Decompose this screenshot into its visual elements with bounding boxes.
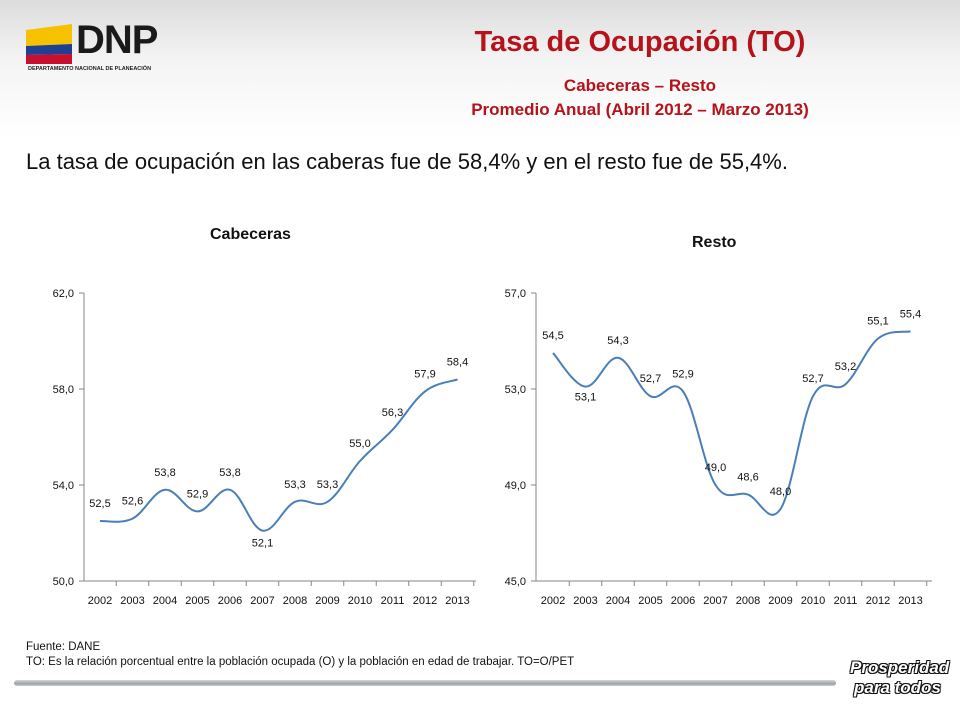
data-label: 53,2 <box>835 361 856 373</box>
x-tick-label: 2004 <box>153 595 177 607</box>
x-tick-label: 2008 <box>736 595 760 607</box>
x-tick-label: 2007 <box>250 595 274 607</box>
data-label: 55,4 <box>900 308 921 320</box>
series-line <box>99 378 458 532</box>
data-label: 48,0 <box>770 486 791 498</box>
page-title: Tasa de Ocupación (TO) <box>474 26 806 58</box>
data-label: 52,1 <box>252 538 273 550</box>
x-tick-label: 2005 <box>185 595 209 607</box>
y-tick-label: 45,0 <box>505 576 526 588</box>
x-tick-label: 2011 <box>381 595 405 607</box>
data-label: 48,6 <box>737 472 758 484</box>
x-tick-label: 2009 <box>315 595 339 607</box>
page-subtitle-2: Promedio Anual (Abril 2012 – Marzo 2013) <box>471 100 809 119</box>
y-tick-label: 49,0 <box>505 480 526 492</box>
x-tick-label: 2009 <box>768 595 792 607</box>
data-label: 57,9 <box>414 368 435 380</box>
x-tick-label: 2010 <box>348 595 372 607</box>
bottom-divider <box>14 680 836 686</box>
x-tick-label: 2010 <box>801 595 825 607</box>
prosperidad-logo: Prosperidad para todos <box>846 654 949 706</box>
data-label: 52,6 <box>122 496 143 508</box>
chart-title-resto: Resto <box>692 234 737 251</box>
data-label: 52,9 <box>187 488 208 500</box>
x-tick-label: 2003 <box>573 595 597 607</box>
data-label: 55,1 <box>867 316 888 328</box>
data-label: 52,5 <box>89 498 110 510</box>
definition-note: TO: Es la relación porcentual entre la p… <box>26 656 575 668</box>
data-label: 52,7 <box>640 373 661 385</box>
data-label: 52,9 <box>672 368 693 380</box>
data-label: 53,3 <box>317 479 338 491</box>
data-label: 53,8 <box>154 467 175 479</box>
data-label: 56,3 <box>382 407 403 419</box>
chart-title-cabeceras: Cabeceras <box>210 226 291 243</box>
data-label: 53,1 <box>575 392 596 404</box>
x-tick-label: 2012 <box>413 595 437 607</box>
x-tick-label: 2013 <box>445 595 469 607</box>
data-label: 52,7 <box>802 373 823 385</box>
brand-line-1: Prosperidad <box>850 658 950 677</box>
x-tick-label: 2004 <box>606 595 630 607</box>
page-subtitle-1: Cabeceras – Resto <box>563 76 717 95</box>
y-tick-label: 57,0 <box>505 288 526 300</box>
brand-line-2: para todos <box>854 678 941 697</box>
x-tick-label: 2005 <box>638 595 662 607</box>
x-tick-label: 2006 <box>218 595 242 607</box>
logo-subtext: DEPARTAMENTO NACIONAL DE PLANEACIÓN <box>28 66 152 72</box>
y-tick-label: 54,0 <box>53 480 74 492</box>
logo-text: DNP <box>76 18 158 62</box>
y-tick-label: 53,0 <box>505 384 526 396</box>
series-line <box>552 330 911 516</box>
y-tick-label: 58,0 <box>53 384 74 396</box>
source-note: Fuente: DANE <box>26 641 101 653</box>
x-tick-label: 2008 <box>283 595 307 607</box>
colombia-flag-icon <box>26 24 72 64</box>
data-label: 58,4 <box>447 356 468 368</box>
data-label: 55,0 <box>349 438 370 450</box>
x-tick-label: 2012 <box>866 595 890 607</box>
x-tick-label: 2007 <box>703 595 727 607</box>
data-label: 53,8 <box>219 467 240 479</box>
data-label: 49,0 <box>705 462 726 474</box>
y-tick-label: 50,0 <box>53 576 74 588</box>
x-tick-label: 2006 <box>671 595 695 607</box>
data-label: 54,3 <box>607 335 628 347</box>
summary-text: La tasa de ocupación en las caberas fue … <box>26 149 788 174</box>
x-tick-label: 2003 <box>120 595 144 607</box>
dnp-logo: DNP DEPARTAMENTO NACIONAL DE PLANEACIÓN <box>26 18 186 72</box>
x-tick-label: 2002 <box>541 595 565 607</box>
x-tick-label: 2011 <box>834 595 858 607</box>
x-tick-label: 2002 <box>88 595 112 607</box>
x-tick-label: 2013 <box>898 595 922 607</box>
data-label: 53,3 <box>284 479 305 491</box>
data-label: 54,5 <box>542 330 563 342</box>
y-tick-label: 62,0 <box>53 288 74 300</box>
